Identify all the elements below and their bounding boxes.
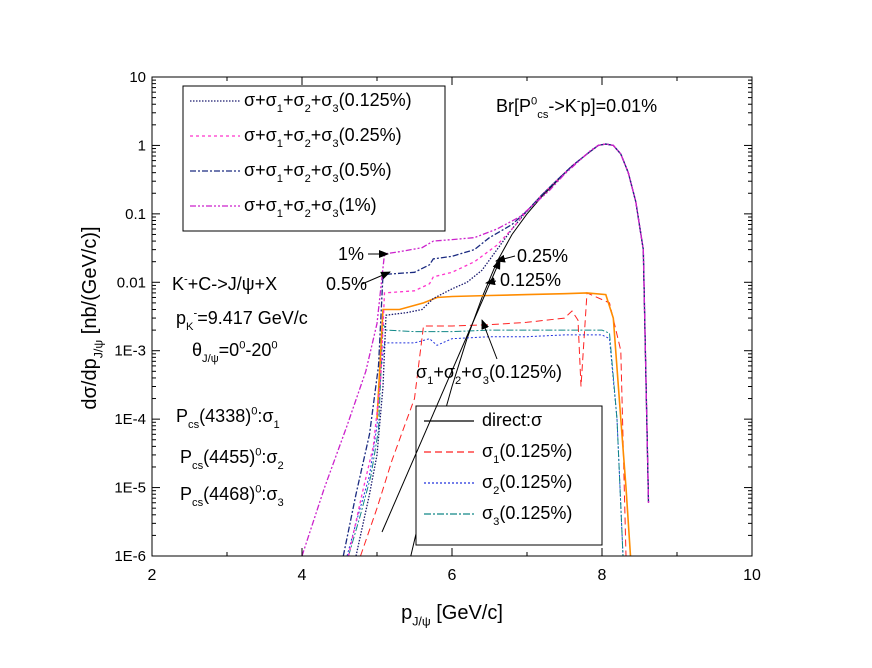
y-tick-label: 0.1 xyxy=(125,206,146,223)
legend-bottom-entry: σ3(0.125%) xyxy=(482,503,572,528)
y-tick-label: 1E-4 xyxy=(114,411,146,428)
series-line-2 xyxy=(346,334,624,557)
x-tick-label: 6 xyxy=(448,567,457,584)
pcs-4468-label: Pcs(4468)0:σ3 xyxy=(180,483,284,508)
label-05pct: 0.5% xyxy=(326,274,367,294)
legend-bottom-box xyxy=(415,405,603,546)
reaction-label: K-+C->J/ψ+X xyxy=(172,273,277,294)
label-025pct: 0.25% xyxy=(517,246,568,266)
pcs-4338-label: Pcs(4338)0:σ1 xyxy=(176,405,280,430)
legend-bottom-entry: direct:σ xyxy=(482,410,542,430)
series-line-8 xyxy=(301,143,650,557)
pcs-4455-label: Pcs(4455)0:σ2 xyxy=(180,446,284,471)
legend-bottom-entry: σ2(0.125%) xyxy=(482,472,572,497)
y-axis-label: dσ/dpJ/ψ [nb/(GeV/c)] xyxy=(79,226,105,409)
y-tick-label: 10 xyxy=(129,69,146,86)
y-tick-label: 1E-6 xyxy=(114,548,146,565)
annotation-arrow xyxy=(361,271,391,285)
series-line-3 xyxy=(348,323,624,557)
x-axis-label: pJ/ψ [GeV/c] xyxy=(401,602,503,628)
legend-top-entry: σ+σ1+σ2+σ3(1%) xyxy=(244,195,377,220)
series-line-4 xyxy=(376,292,632,557)
beam-momentum-label: pK-=9.417 GeV/c xyxy=(176,307,308,332)
label-0125pct: 0.125% xyxy=(500,270,561,290)
series-line-1 xyxy=(360,292,627,557)
annotation-arrow xyxy=(481,319,498,360)
annotations: Br[P0cs->K-p]=0.01% K-+C->J/ψ+X pK-=9.417 … xyxy=(172,95,657,533)
angle-range-label: θJ/ψ=00-200 xyxy=(192,339,278,364)
legend-top-entry: σ+σ1+σ2+σ3(0.25%) xyxy=(244,125,402,150)
x-tick-label: 10 xyxy=(743,567,761,584)
legend-top: σ+σ1+σ2+σ3(0.125%) σ+σ1+σ2+σ3(0.25%) σ+σ1+… xyxy=(182,85,446,232)
legend-bottom: direct:σ σ1(0.125%) σ2(0.125%) σ3(0.125%) xyxy=(415,405,603,546)
y-tick-label: 1E-5 xyxy=(114,480,146,497)
y-tick-label: 0.01 xyxy=(117,274,146,291)
x-tick-label: 8 xyxy=(598,567,607,584)
x-tick-label: 4 xyxy=(298,567,307,584)
legend-top-entry: σ+σ1+σ2+σ3(0.125%) xyxy=(244,90,412,115)
x-tick-label: 2 xyxy=(148,567,157,584)
annotation-arrow xyxy=(381,259,501,533)
axes-layer: 2 4 6 8 10 1E-6 1E-5 1E-4 1E-3 0.01 0.1 1 10 pJ/ψ [Ge… xyxy=(79,69,761,628)
y-tick-label: 1E-3 xyxy=(114,343,146,360)
y-tick-label: 1 xyxy=(138,137,146,154)
legend-top-box xyxy=(182,85,446,232)
legend-bottom-entry: σ1(0.125%) xyxy=(482,441,572,466)
sum-label: σ1+σ2+σ3(0.125%) xyxy=(416,362,562,387)
branching-ratio-label: Br[P0cs->K-p]=0.01% xyxy=(496,95,657,120)
label-1pct: 1% xyxy=(338,244,364,264)
legend-top-entry: σ+σ1+σ2+σ3(0.5%) xyxy=(244,160,392,185)
